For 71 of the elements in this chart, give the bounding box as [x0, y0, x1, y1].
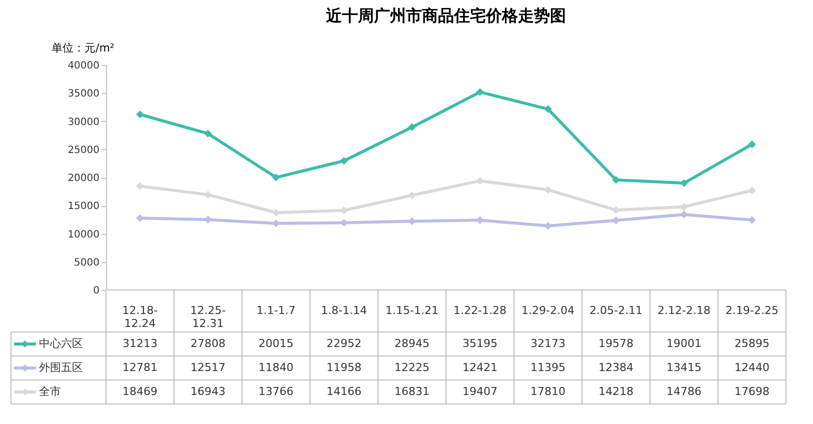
y-tick-label: 30000 [68, 116, 100, 128]
data-label: 16943 [190, 385, 226, 398]
point [272, 174, 280, 182]
x-tick-label: 12.25-12.31 [190, 304, 226, 330]
data-label: 35195 [462, 337, 498, 350]
y-tick-label: 5000 [74, 257, 100, 268]
point [544, 105, 552, 113]
x-tick-label: 1.29-2.04 [522, 304, 574, 317]
data-label: 14786 [666, 385, 702, 398]
point [408, 191, 416, 200]
x-tick-label: 1.15-1.21 [386, 304, 438, 317]
legend-label: 中心六区 [39, 337, 83, 350]
x-tick-label: 1.22-1.28 [454, 304, 506, 317]
data-label: 12440 [734, 361, 770, 374]
point [408, 123, 416, 132]
data-label: 12421 [462, 361, 498, 374]
y-tick-label: 40000 [68, 60, 100, 72]
point [340, 157, 348, 165]
point [748, 140, 756, 148]
point [204, 190, 212, 199]
legend-label: 外围五区 [39, 361, 83, 374]
point [204, 130, 212, 138]
data-label: 12225 [394, 361, 430, 374]
x-tick-label: 12.18-12.24 [122, 304, 158, 330]
data-label: 11395 [530, 361, 566, 374]
data-label: 31213 [122, 337, 158, 350]
legend-label: 全市 [39, 385, 61, 398]
data-label: 27808 [190, 337, 226, 350]
point [680, 210, 688, 218]
data-label: 17698 [734, 385, 770, 398]
point [544, 186, 552, 194]
data-label: 22952 [326, 337, 362, 350]
data-label: 13415 [666, 361, 702, 374]
data-label: 16831 [394, 385, 430, 398]
y-tick-label: 20000 [68, 173, 100, 184]
point [612, 216, 620, 224]
point [748, 186, 756, 194]
point [476, 176, 484, 185]
data-label: 19001 [666, 337, 702, 350]
data-label: 13766 [258, 385, 294, 398]
data-label: 12781 [122, 361, 158, 374]
x-tick-label: 2.19-2.25 [726, 304, 778, 317]
data-label: 14166 [326, 385, 362, 398]
y-tick-label: 10000 [68, 229, 100, 240]
y-tick-label: 15000 [68, 201, 100, 212]
data-label: 11840 [258, 361, 294, 374]
y-axis-title: 单位：元/m² [52, 42, 114, 54]
x-tick-label: 1.1-1.7 [256, 304, 296, 317]
x-tick-label: 2.12-2.18 [658, 304, 710, 317]
data-label: 14218 [598, 385, 634, 398]
data-label: 12517 [190, 361, 226, 374]
data-label: 19407 [462, 385, 498, 398]
data-label: 25895 [734, 337, 770, 350]
point [748, 216, 756, 224]
data-label: 18469 [122, 385, 158, 398]
data-label: 32173 [530, 337, 566, 350]
y-tick-label: 25000 [68, 144, 100, 156]
data-label: 11958 [326, 361, 362, 374]
data-label: 28945 [394, 337, 430, 350]
y-tick-label: 0 [93, 286, 100, 296]
data-label: 19578 [598, 337, 634, 350]
y-tick-label: 35000 [68, 88, 100, 100]
data-label: 17810 [530, 385, 566, 398]
data-label: 20015 [258, 337, 294, 350]
point [544, 222, 552, 230]
chart-title: 近十周广州市商品住宅价格走势图 [325, 6, 566, 25]
data-label: 12384 [598, 361, 634, 374]
point [476, 88, 484, 96]
x-tick-label: 2.05-2.11 [590, 304, 642, 317]
x-tick-label: 1.8-1.14 [321, 304, 367, 317]
point [136, 110, 144, 118]
